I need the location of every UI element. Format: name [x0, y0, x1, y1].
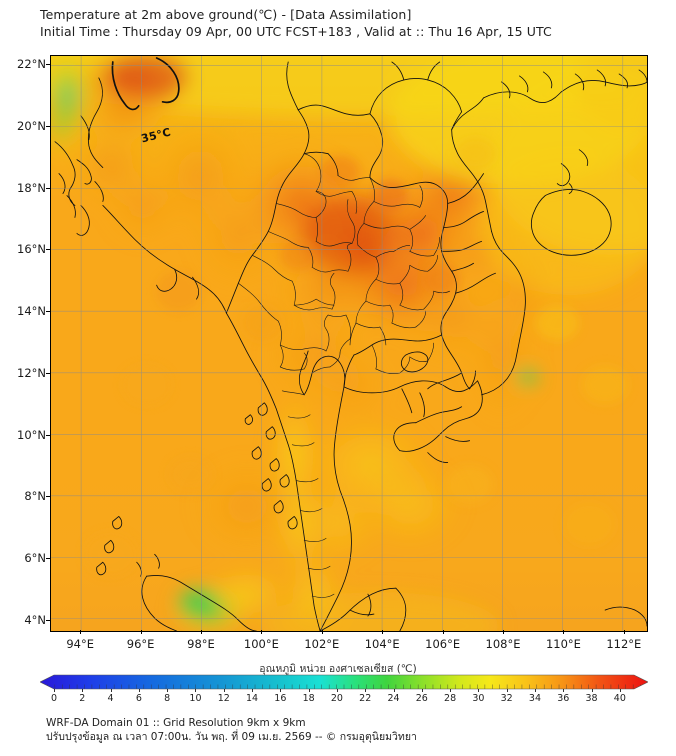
x-axis-tick-label: 110°E — [545, 637, 581, 651]
colorbar-tick-label: 18 — [302, 693, 315, 704]
x-axis-tick-label: 102°E — [304, 637, 340, 651]
footer-line-2: ปรับปรุงข้อมูล ณ เวลา 07:00น. วัน พฤ. ที… — [46, 731, 417, 743]
y-axis-tick-mark — [46, 249, 50, 251]
colorbar-tick-mark — [54, 689, 55, 692]
y-axis-tick-label: 22°N — [17, 57, 46, 72]
colorbar-tick-label: 8 — [164, 693, 171, 704]
x-axis-tick-label: 104°E — [364, 637, 400, 651]
colorbar-tick-label: 24 — [387, 693, 400, 704]
colorbar-tick-mark — [167, 689, 169, 692]
y-axis-tick-label: 6°N — [24, 550, 46, 565]
x-axis: 94°E 96°E 98°E 100°E 102°E 104°E 106°E 108°E 110… — [50, 630, 648, 654]
colorbar-tick-mark — [252, 689, 254, 692]
colorbar-tick-mark — [110, 689, 112, 692]
y-axis-tick-label: 16°N — [17, 242, 46, 257]
colorbar[interactable]: อุณหภูมิ หน่วย องศาเซลเซียส (℃) 0 2 4 6 8 10 1… — [0, 660, 676, 705]
x-axis-tick-mark — [382, 630, 384, 634]
y-axis-tick-mark — [46, 619, 50, 621]
y-axis-tick-mark — [46, 434, 50, 436]
x-axis-tick-mark — [623, 630, 625, 634]
y-axis-tick-label: 8°N — [24, 489, 46, 504]
footer-line-1: WRF-DA Domain 01 :: Grid Resolution 9km … — [46, 717, 306, 729]
colorbar-tick-label: 32 — [500, 693, 513, 704]
x-axis-tick-mark — [503, 630, 505, 634]
x-axis-tick-label: 112°E — [606, 637, 642, 651]
colorbar-tick-label: 34 — [528, 693, 542, 704]
colorbar-tick-mark — [138, 689, 140, 692]
chart-title-block: Temperature at 2m above ground(℃) - [Dat… — [40, 6, 660, 40]
colorbar-tick-label: 26 — [415, 693, 428, 704]
x-axis-tick-mark — [563, 630, 565, 634]
y-axis-tick-mark — [46, 496, 50, 498]
colorbar-tick-mark — [365, 689, 367, 692]
colorbar-tick-mark — [280, 689, 282, 692]
colorbar-tick-mark — [195, 689, 197, 692]
colorbar-tick-mark — [450, 689, 452, 692]
x-axis-tick-label: 96°E — [126, 637, 155, 651]
colorbar-tick-label: 4 — [107, 693, 114, 704]
colorbar-title: อุณหภูมิ หน่วย องศาเซลเซียส (℃) — [259, 663, 417, 675]
colorbar-tick-label: 2 — [79, 693, 86, 704]
colorbar-tick-mark — [619, 689, 621, 692]
y-axis-tick-mark — [46, 311, 50, 313]
temperature-field — [51, 56, 647, 631]
y-axis-tick-label: 20°N — [17, 118, 46, 133]
colorbar-tick-label: 36 — [557, 693, 570, 704]
y-axis-tick-label: 12°N — [17, 365, 46, 380]
colorbar-tick-label: 40 — [613, 693, 626, 704]
colorbar-svg — [40, 674, 648, 690]
y-axis-tick-mark — [46, 64, 50, 66]
colorbar-tick-label: 10 — [189, 693, 202, 704]
colorbar-tick-mark — [563, 689, 565, 692]
colorbar-tick-mark — [393, 689, 395, 692]
x-axis-tick-mark — [261, 630, 263, 634]
colorbar-tick-mark — [478, 689, 480, 692]
y-axis: 4°N 6°N 8°N 10°N 12°N 14°N 16°N 18°N 20°N 22°N — [0, 55, 50, 632]
colorbar-tick-label: 0 — [50, 693, 58, 704]
x-axis-tick-mark — [140, 630, 142, 634]
x-axis-tick-mark — [442, 630, 444, 634]
colorbar-gradient[interactable] — [40, 674, 648, 690]
colorbar-tick-label: 38 — [585, 693, 598, 704]
x-axis-tick-label: 98°E — [187, 637, 215, 651]
map-plot-area[interactable]: 35°C — [50, 55, 648, 632]
x-axis-tick-mark — [321, 630, 323, 634]
x-axis-tick-label: 100°E — [243, 637, 279, 651]
colorbar-tick-label: 30 — [472, 693, 485, 704]
colorbar-tick-label: 6 — [135, 693, 142, 704]
y-axis-tick-label: 4°N — [24, 612, 46, 627]
title-line-1: Temperature at 2m above ground(℃) - [Dat… — [40, 7, 412, 22]
colorbar-tick-mark — [82, 689, 84, 692]
footer-block: WRF-DA Domain 01 :: Grid Resolution 9km … — [46, 716, 646, 744]
x-axis-tick-label: 108°E — [485, 637, 521, 651]
colorbar-tick-label: 22 — [359, 693, 372, 704]
colorbar-tick-label: 28 — [444, 693, 457, 704]
y-axis-tick-label: 10°N — [17, 427, 46, 442]
colorbar-tick-mark — [421, 689, 423, 692]
y-axis-tick-label: 18°N — [17, 180, 46, 195]
colorbar-tick-mark — [506, 689, 508, 692]
y-axis-tick-mark — [46, 557, 50, 559]
colorbar-tick-mark — [223, 689, 225, 692]
colorbar-tick-label: 14 — [246, 693, 259, 704]
y-axis-tick-mark — [46, 187, 50, 189]
colorbar-tick-mark — [308, 689, 310, 692]
colorbar-tick-mark — [591, 689, 593, 692]
y-axis-tick-mark — [46, 125, 50, 127]
x-axis-tick-label: 94°E — [66, 637, 95, 651]
colorbar-tick-mark — [336, 689, 338, 692]
y-axis-tick-mark — [46, 372, 50, 374]
y-axis-tick-label: 14°N — [17, 304, 46, 319]
colorbar-tick-label: 12 — [217, 693, 230, 704]
colorbar-tick-label: 16 — [274, 693, 287, 704]
x-axis-tick-label: 106°E — [425, 637, 461, 651]
x-axis-tick-mark — [80, 630, 82, 634]
colorbar-tick-label: 20 — [330, 693, 343, 704]
x-axis-tick-mark — [201, 630, 202, 634]
colorbar-tick-mark — [534, 689, 536, 692]
colorbar-tick-labels: 0 2 4 6 8 10 12 14 16 18 20 22 24 26 28 30 32 34 36 38 40 — [40, 689, 648, 705]
title-line-2: Initial Time : Thursday 09 Apr, 00 UTC F… — [40, 24, 552, 39]
